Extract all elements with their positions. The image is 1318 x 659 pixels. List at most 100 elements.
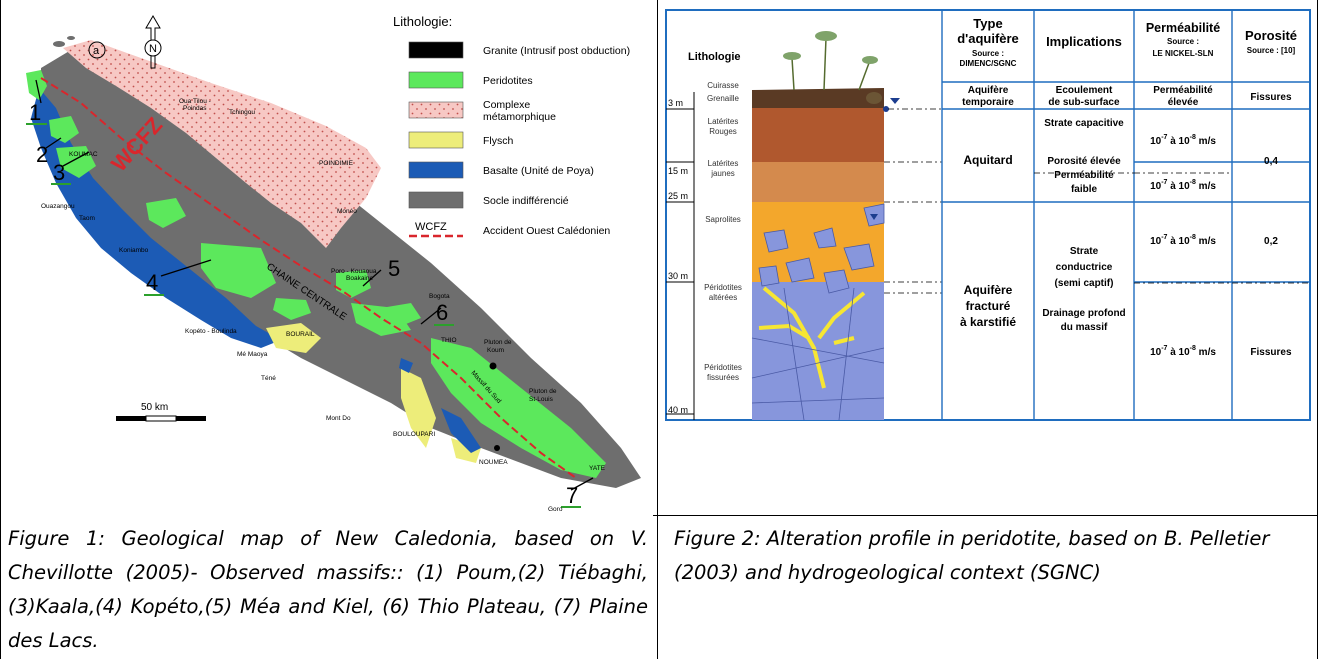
svg-text:Fissures: Fissures [1250, 347, 1292, 358]
svg-text:N: N [149, 43, 157, 55]
svg-text:Koniambo: Koniambo [119, 247, 149, 254]
svg-text:Kopéto - Boulinda: Kopéto - Boulinda [185, 328, 237, 335]
svg-text:Aquifère: Aquifère [964, 283, 1013, 297]
figure-2-alteration-profile: 3 m 15 m 25 m 30 m 40 m Cuirasse Grenail… [664, 8, 1314, 428]
svg-text:Mé Maoya: Mé Maoya [237, 351, 268, 358]
svg-text:Perméabilité: Perméabilité [1153, 85, 1213, 96]
legend-item: Granite (Intrusif post obduction) [408, 41, 630, 59]
legend-swatch [408, 101, 464, 119]
svg-text:du massif: du massif [1061, 322, 1108, 333]
svg-text:d'aquifère: d'aquifère [957, 31, 1019, 46]
granite-koum [489, 362, 497, 370]
svg-text:St-Louis: St-Louis [529, 396, 554, 403]
svg-text:Pluton de: Pluton de [529, 388, 557, 395]
svg-text:Koum: Koum [487, 347, 504, 354]
svg-text:Source : [10]: Source : [10] [1247, 46, 1296, 55]
svg-text:(semi captif): (semi captif) [1055, 278, 1114, 289]
svg-text:Implications: Implications [1046, 34, 1122, 49]
legend-label: Basalte (Unité de Poya) [483, 165, 594, 177]
layer-names: Cuirasse Grenaille Latérites Rouges Laté… [704, 81, 742, 382]
svg-text:10-7 à 10-8 m/s: 10-7 à 10-8 m/s [1150, 345, 1216, 358]
legend-swatch [408, 41, 464, 59]
table-headers: Type d'aquifère Source : DIMENC/SGNC Imp… [957, 16, 1297, 68]
table-grid [941, 10, 1310, 420]
legend-label: métamorphique [483, 111, 556, 123]
table-row-1: Aquifère temporaire Ecoulement de sub-su… [962, 85, 1292, 108]
svg-text:10-7 à 10-8 m/s: 10-7 à 10-8 m/s [1150, 179, 1216, 192]
legend-key-text: WCFZ [415, 221, 447, 233]
svg-text:Saprolites: Saprolites [705, 215, 741, 224]
legend-label: Complexe [483, 99, 530, 111]
svg-text:Aquitard: Aquitard [963, 153, 1012, 167]
figure-2-caption: Figure 2: Alteration profile in peridoti… [674, 527, 1270, 584]
legend-swatch [408, 71, 464, 89]
svg-text:0,2: 0,2 [1264, 236, 1278, 247]
panel-label: a [93, 45, 100, 57]
svg-text:POINDIMIE: POINDIMIE [319, 160, 354, 167]
peridotite-patches [26, 70, 606, 478]
svg-text:Taom: Taom [79, 215, 95, 222]
legend-item: Peridotites [408, 71, 533, 89]
depth-label: 30 m [668, 271, 688, 281]
svg-text:fracturé: fracturé [966, 299, 1011, 313]
svg-text:conductrice: conductrice [1056, 262, 1113, 273]
svg-text:jaunes: jaunes [710, 169, 735, 178]
profile-svg: 3 m 15 m 25 m 30 m 40 m Cuirasse Grenail… [665, 9, 1311, 421]
header-lithologie: Lithologie [688, 51, 741, 63]
north-arrow-icon: N [144, 15, 162, 69]
figure-1-caption: Figure 1: Geological map of New Caledoni… [8, 527, 648, 652]
svg-text:LE NICKEL-SLN: LE NICKEL-SLN [1153, 49, 1214, 58]
table-row-2: Aquitard Strate capacitive Porosité élev… [963, 118, 1278, 195]
svg-text:THIO: THIO [441, 337, 457, 344]
svg-text:Ouazangou: Ouazangou [41, 203, 75, 210]
svg-text:Poro - Kouaoua: Poro - Kouaoua [331, 268, 377, 275]
svg-text:Téné: Téné [261, 375, 276, 382]
svg-text:Monéo: Monéo [337, 208, 357, 215]
massif-number: 1 [29, 100, 41, 125]
svg-text:Fissures: Fissures [1250, 92, 1292, 103]
svg-text:Perméabilité: Perméabilité [1054, 170, 1114, 181]
massif-number-labels: 1 2 3 4 5 6 7 [26, 100, 581, 508]
legend-swatch [408, 161, 464, 179]
legend-label: Peridotites [483, 75, 533, 87]
svg-text:Strate capacitive: Strate capacitive [1044, 118, 1124, 129]
svg-text:altérées: altérées [709, 293, 737, 302]
legend-item: Basalte (Unité de Poya) [408, 161, 594, 179]
depth-label: 40 m [668, 405, 688, 415]
svg-text:Cuirasse: Cuirasse [707, 81, 739, 90]
svg-text:Mont Do: Mont Do [326, 415, 351, 422]
legend-swatch [408, 191, 464, 209]
svg-text:Porosité élevée: Porosité élevée [1047, 156, 1121, 167]
legend-label: Flysch [483, 135, 513, 147]
svg-text:Péridotites: Péridotites [704, 283, 742, 292]
svg-text:Latérites: Latérites [708, 159, 739, 168]
svg-text:Tchingou: Tchingou [229, 109, 255, 116]
scale-bar: 50 km [116, 402, 206, 422]
legend-label: Granite (Intrusif post obduction) [483, 45, 630, 57]
legend-label: Socle indifférencié [483, 195, 569, 207]
profile-artwork [751, 31, 885, 421]
svg-text:Type: Type [973, 16, 1002, 31]
svg-text:Porosité: Porosité [1245, 28, 1297, 43]
svg-text:Grenaille: Grenaille [707, 94, 740, 103]
svg-text:Latérites: Latérites [708, 117, 739, 126]
legend-item: WCFZ Accident Ouest Calédonien [409, 221, 610, 238]
water-table-icon [870, 98, 900, 220]
svg-text:Oua Tilou -: Oua Tilou - [179, 98, 211, 105]
legend-item: Flysch [408, 131, 513, 149]
svg-text:YATE: YATE [589, 465, 606, 472]
depth-label: 3 m [668, 98, 683, 108]
svg-text:faible: faible [1071, 184, 1098, 195]
massif-number: 4 [146, 270, 158, 295]
legend-swatch [408, 131, 464, 149]
svg-text:10-7 à 10-8 m/s: 10-7 à 10-8 m/s [1150, 234, 1216, 247]
table-row-3: Aquifère fracturé à karstifié Strate con… [960, 234, 1292, 358]
table-row-divider [0, 515, 1318, 516]
svg-text:Pluton de: Pluton de [484, 339, 512, 346]
wcfz-fault [40, 77, 577, 479]
metamorphic-complex [63, 40, 381, 248]
svg-text:fissurées: fissurées [707, 373, 739, 382]
svg-text:KOUMAC: KOUMAC [69, 151, 98, 158]
svg-text:Boakaine: Boakaine [346, 275, 373, 282]
